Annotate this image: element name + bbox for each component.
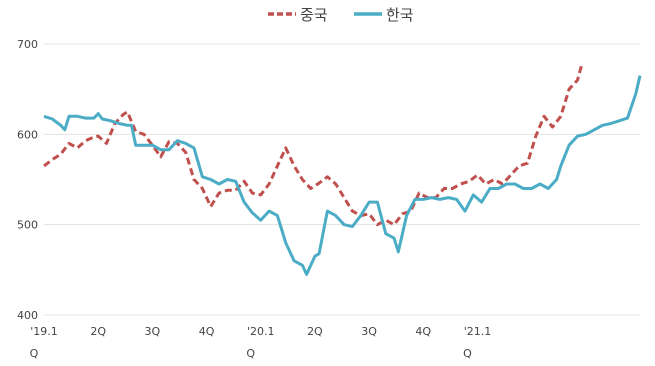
x-tick-label-line2: Q (463, 347, 472, 360)
y-tick-label: 400 (17, 309, 38, 322)
x-tick-label: '20.1 (247, 325, 275, 338)
series-line-0 (43, 64, 584, 227)
x-tick-label: 4Q (415, 325, 431, 338)
x-tick-label: '21.1 (464, 325, 492, 338)
x-tick-label: 3Q (361, 325, 377, 338)
x-tick-label: '19.1 (30, 325, 58, 338)
x-tick-label: 2Q (307, 325, 323, 338)
legend-label-1: 한국 (386, 6, 414, 24)
y-tick-label: 700 (17, 38, 38, 51)
y-tick-label: 500 (17, 219, 38, 232)
x-tick-label: 3Q (145, 325, 161, 338)
x-tick-label-line2: Q (246, 347, 255, 360)
grid-lines (44, 43, 640, 316)
legend-label-0: 중국 (300, 6, 328, 24)
axis-labels: 400 500 600 700 '19.1 Q 2Q 3Q 4Q '20.1 Q 2Q 3Q 4Q '21.… (17, 38, 491, 360)
x-tick-label-line2: Q (30, 347, 39, 360)
legend: 중국 한국 (268, 6, 414, 24)
y-tick-label: 600 (17, 128, 38, 141)
series-line-1 (43, 75, 642, 276)
series-lines (43, 64, 642, 276)
x-tick-label: 4Q (199, 325, 215, 338)
x-tick-label: 2Q (90, 325, 106, 338)
